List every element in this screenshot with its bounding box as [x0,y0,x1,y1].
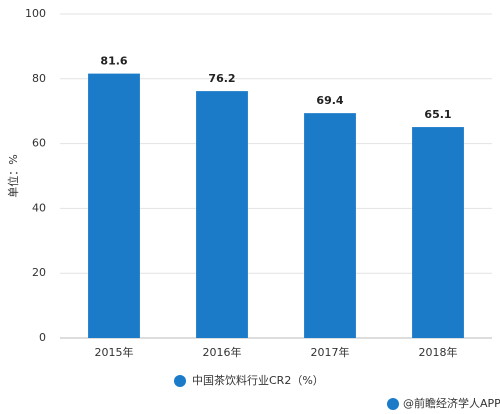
bar [412,127,464,339]
data-label: 81.6 [100,55,127,68]
data-label: 65.1 [424,108,451,121]
y-tick-label: 100 [25,7,46,20]
x-tick-label: 2016年 [203,345,242,359]
x-tick-label: 2017年 [311,345,350,359]
source: @前瞻经济学人APP [403,396,500,410]
legend-label: 中国茶饮料行业CR2（%） [192,373,324,387]
source-icon [387,398,399,410]
bar [196,91,248,338]
y-tick-label: 60 [32,137,46,150]
y-tick-label: 80 [32,72,46,85]
bar [304,113,356,338]
legend-marker [174,375,186,387]
data-label: 76.2 [208,72,235,85]
bar [88,73,140,338]
data-label: 69.4 [316,94,343,107]
y-tick-label: 20 [32,266,46,279]
x-tick-label: 2015年 [95,345,134,359]
y-axis-label: 单位：% [6,154,20,197]
y-tick-label: 40 [32,201,46,214]
y-tick-label: 0 [39,331,46,344]
x-tick-label: 2018年 [419,345,458,359]
